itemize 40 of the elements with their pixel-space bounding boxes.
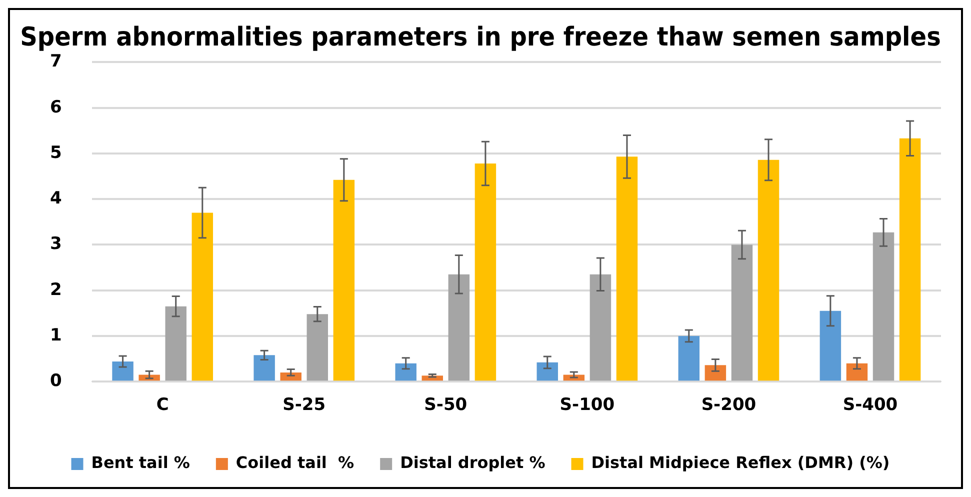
y-tick-label: 4 (50, 188, 62, 209)
bar (333, 180, 355, 381)
bar (254, 355, 275, 381)
chart-title: Sperm abnormalities parameters in pre freeze thaw semen samples (20, 21, 941, 52)
x-tick-label: C (156, 395, 169, 416)
y-tick-label: 7 (50, 52, 62, 72)
bar (616, 156, 638, 381)
legend-label: Coiled tail % (236, 453, 354, 472)
bar (395, 363, 416, 381)
bar (758, 160, 780, 381)
legend-label: Distal droplet % (400, 453, 546, 472)
y-tick-label: 2 (50, 280, 62, 300)
legend-label: Distal Midpiece Reflex (DMR) (%) (591, 453, 890, 472)
x-tick-label: S-25 (282, 395, 326, 416)
bar (678, 336, 700, 381)
bar (165, 306, 186, 381)
bar (590, 274, 612, 381)
y-tick-label: 5 (50, 142, 62, 163)
x-tick-label: S-200 (701, 395, 756, 416)
bar (536, 362, 558, 381)
y-tick-label: 6 (50, 97, 62, 118)
bar (820, 310, 842, 381)
bar (474, 163, 496, 381)
x-tick-label: S-50 (424, 395, 468, 416)
bar (872, 232, 894, 381)
bar (704, 365, 726, 381)
bar (192, 212, 214, 381)
bar (731, 244, 753, 381)
bar (280, 372, 302, 381)
bar (112, 362, 134, 381)
x-tick-label: S-400 (842, 395, 898, 416)
bar (306, 314, 328, 381)
bar (846, 363, 868, 381)
bar (899, 138, 921, 381)
y-tick-label: 0 (50, 371, 62, 392)
bar (448, 274, 470, 381)
y-tick-label: 3 (50, 234, 62, 254)
legend-label: Bent tail % (91, 453, 190, 472)
x-tick-label: S-100 (560, 395, 615, 416)
y-tick-label: 1 (50, 325, 62, 346)
